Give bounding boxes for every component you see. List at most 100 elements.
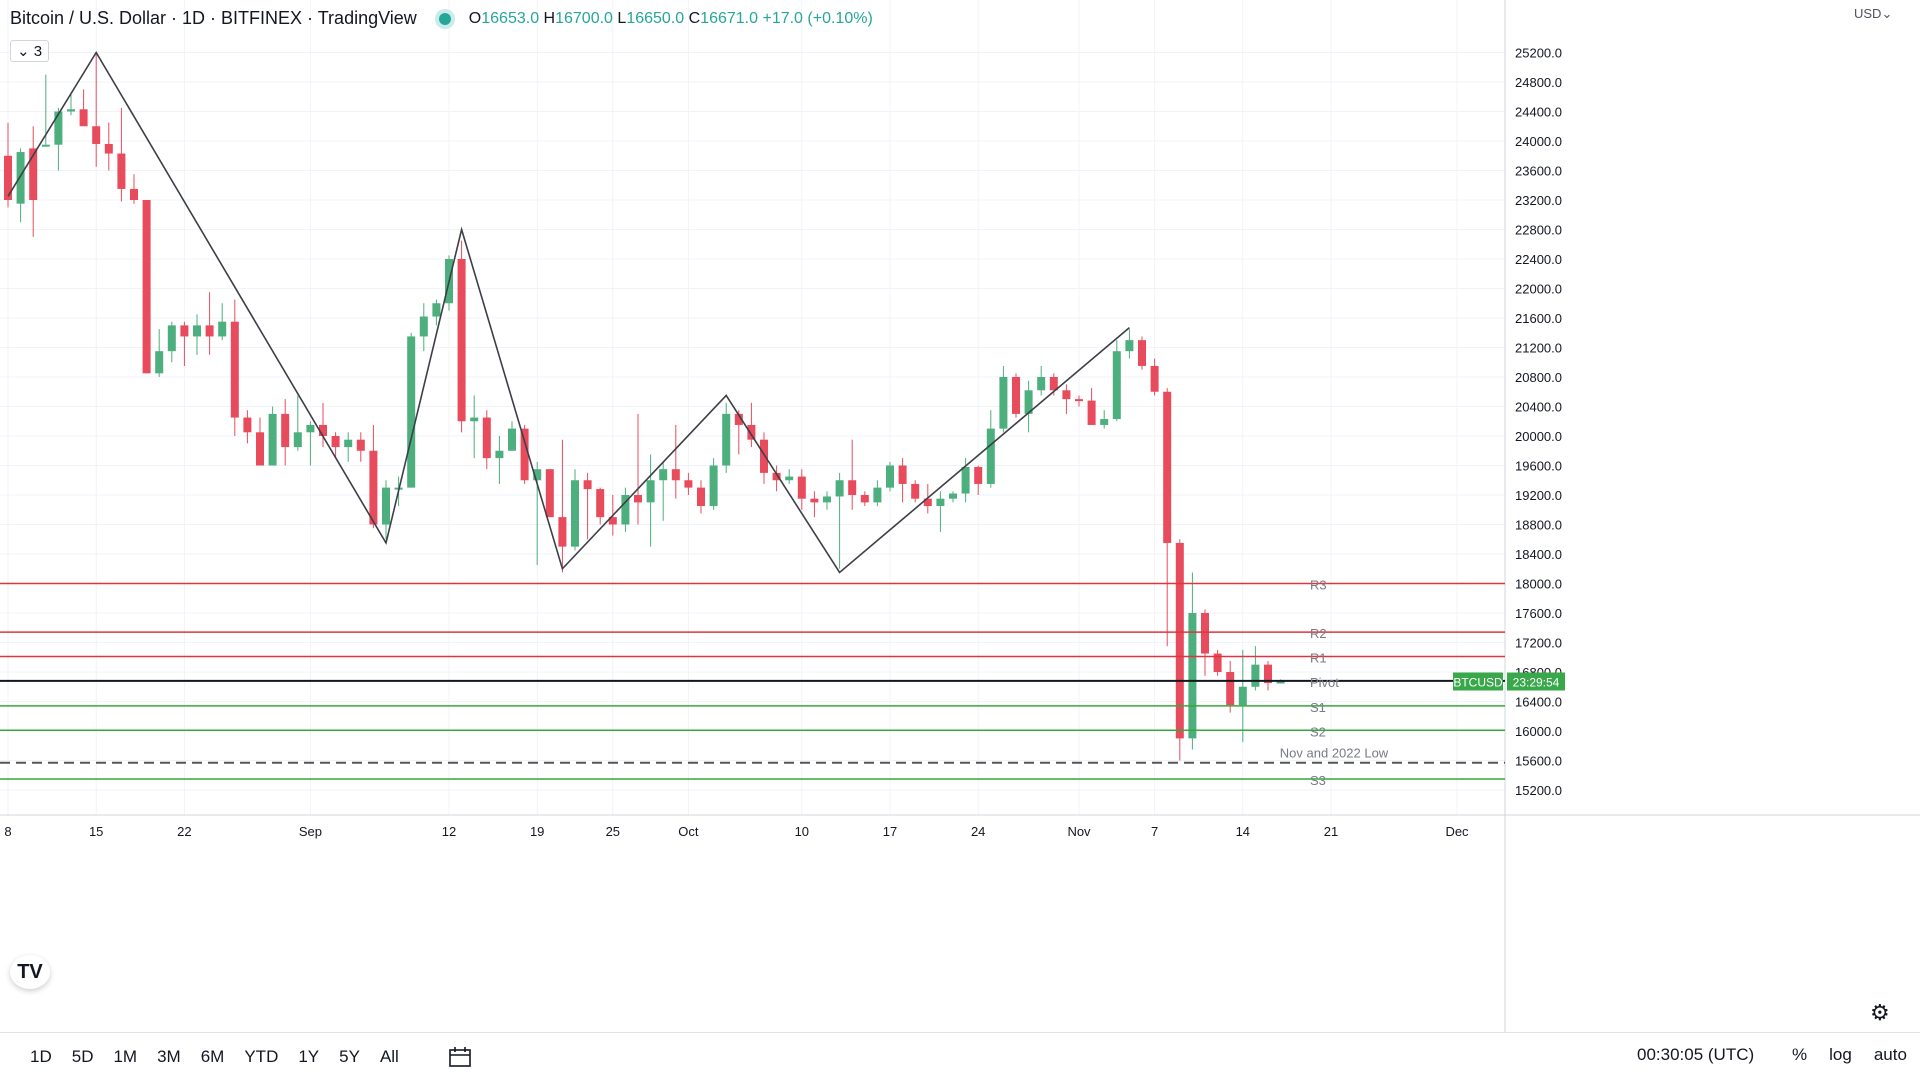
candle-body[interactable] (407, 336, 416, 488)
candle-body[interactable] (634, 495, 642, 503)
candle-body[interactable] (999, 377, 1008, 429)
candle-body[interactable] (268, 413, 277, 466)
indicators-toggle[interactable]: ⌄ 3 (10, 40, 50, 62)
gear-icon[interactable]: ⚙ (1870, 1000, 1890, 1025)
candle-body[interactable] (646, 480, 655, 503)
candle-body[interactable] (1238, 686, 1247, 706)
percent-scale-button[interactable]: % (1792, 1045, 1808, 1064)
candle-body[interactable] (709, 465, 718, 507)
zigzag-trendline[interactable] (7, 50, 1130, 574)
candle-body[interactable] (1075, 399, 1083, 402)
timeframe-5y[interactable]: 5Y (339, 1047, 360, 1066)
candle-body[interactable] (608, 517, 617, 525)
candle-body[interactable] (1012, 377, 1020, 414)
candle-body[interactable] (1087, 400, 1096, 425)
candle-body[interactable] (1150, 365, 1159, 392)
candle-body[interactable] (67, 109, 75, 112)
candle-body[interactable] (986, 428, 995, 484)
candle-body[interactable] (281, 413, 290, 448)
timeframe-6m[interactable]: 6M (200, 1047, 225, 1066)
candle-body[interactable] (860, 495, 869, 503)
candle-body[interactable] (482, 417, 491, 459)
candle-body[interactable] (54, 111, 63, 145)
candle-body[interactable] (155, 351, 164, 374)
candle-body[interactable] (1138, 340, 1146, 366)
candle-body[interactable] (419, 316, 428, 337)
candle-body[interactable] (1264, 664, 1272, 684)
candle-body[interactable] (873, 487, 882, 503)
candle-body[interactable] (596, 489, 605, 518)
candle-body[interactable] (331, 436, 340, 448)
candle-body[interactable] (104, 143, 113, 154)
candle-body[interactable] (671, 469, 680, 481)
candle-body[interactable] (1188, 613, 1197, 739)
candle-body[interactable] (369, 450, 378, 525)
candle-body[interactable] (886, 465, 894, 488)
candle-body[interactable] (835, 480, 844, 497)
candle-body[interactable] (520, 428, 529, 481)
candle-body[interactable] (684, 480, 693, 488)
candle-body[interactable] (293, 432, 302, 448)
candle-body[interactable] (659, 469, 668, 481)
candle-body[interactable] (571, 480, 579, 547)
timeframe-1y[interactable]: 1Y (298, 1047, 320, 1066)
eye-icon[interactable] (438, 12, 451, 25)
candle-body[interactable] (558, 517, 567, 547)
candle-body[interactable] (1125, 340, 1134, 352)
candle-body[interactable] (432, 303, 441, 317)
candle-body[interactable] (734, 413, 743, 425)
currency-selector[interactable]: USD⌄ (1854, 6, 1892, 22)
candle-body[interactable] (760, 439, 768, 473)
candle-body[interactable] (205, 325, 214, 337)
candle-body[interactable] (319, 424, 327, 436)
candle-body[interactable] (1251, 664, 1260, 687)
candle-body[interactable] (797, 476, 806, 499)
candle-body[interactable] (949, 493, 957, 499)
candle-body[interactable] (180, 325, 189, 337)
candle-body[interactable] (923, 498, 932, 507)
candle-body[interactable] (130, 188, 138, 200)
candle-body[interactable] (722, 413, 731, 466)
log-scale-button[interactable]: log (1829, 1045, 1852, 1064)
candle-body[interactable] (16, 152, 25, 204)
timeframe-1d[interactable]: 1D (30, 1047, 52, 1066)
timeframe-1m[interactable]: 1M (113, 1047, 138, 1066)
candle-body[interactable] (344, 439, 353, 448)
candle-body[interactable] (167, 325, 176, 352)
candle-body[interactable] (936, 498, 945, 507)
candle-body[interactable] (621, 495, 630, 525)
symbol-title[interactable]: Bitcoin / U.S. Dollar · 1D · BITFINEX · … (10, 8, 417, 28)
candle-body[interactable] (848, 480, 857, 495)
candle-body[interactable] (747, 424, 756, 440)
timeframe-ytd[interactable]: YTD (244, 1047, 279, 1066)
candle-body[interactable] (41, 144, 50, 147)
candle-body[interactable] (79, 109, 88, 127)
candle-body[interactable] (1112, 351, 1121, 420)
candle-body[interactable] (243, 417, 252, 433)
candle-body[interactable] (495, 450, 504, 459)
auto-scale-button[interactable]: auto (1873, 1045, 1907, 1064)
candle-body[interactable] (1049, 377, 1058, 391)
candle-body[interactable] (230, 321, 239, 418)
candle-body[interactable] (533, 469, 542, 481)
candle-body[interactable] (256, 432, 264, 466)
candle-body[interactable] (1100, 419, 1109, 425)
candle-body[interactable] (810, 498, 819, 503)
candle-body[interactable] (974, 466, 983, 484)
timeframe-all[interactable]: All (379, 1047, 399, 1066)
candle-body[interactable] (1037, 377, 1046, 391)
candle-body[interactable] (193, 325, 201, 337)
candle-body[interactable] (1201, 613, 1209, 654)
candle-body[interactable] (785, 476, 794, 481)
candle-body[interactable] (697, 487, 705, 507)
candle-body[interactable] (1163, 391, 1172, 543)
candle-body[interactable] (142, 200, 151, 374)
candle-body[interactable] (117, 153, 126, 189)
price-chart[interactable]: 15200.015600.016000.016400.016800.017200… (0, 0, 1920, 1032)
candle-body[interactable] (382, 487, 390, 525)
candle-body[interactable] (961, 466, 970, 494)
candle-body[interactable] (4, 155, 12, 200)
candle-body[interactable] (898, 465, 907, 484)
utc-clock[interactable]: 00:30:05 (UTC) (1637, 1045, 1755, 1064)
candle-body[interactable] (1226, 672, 1235, 706)
